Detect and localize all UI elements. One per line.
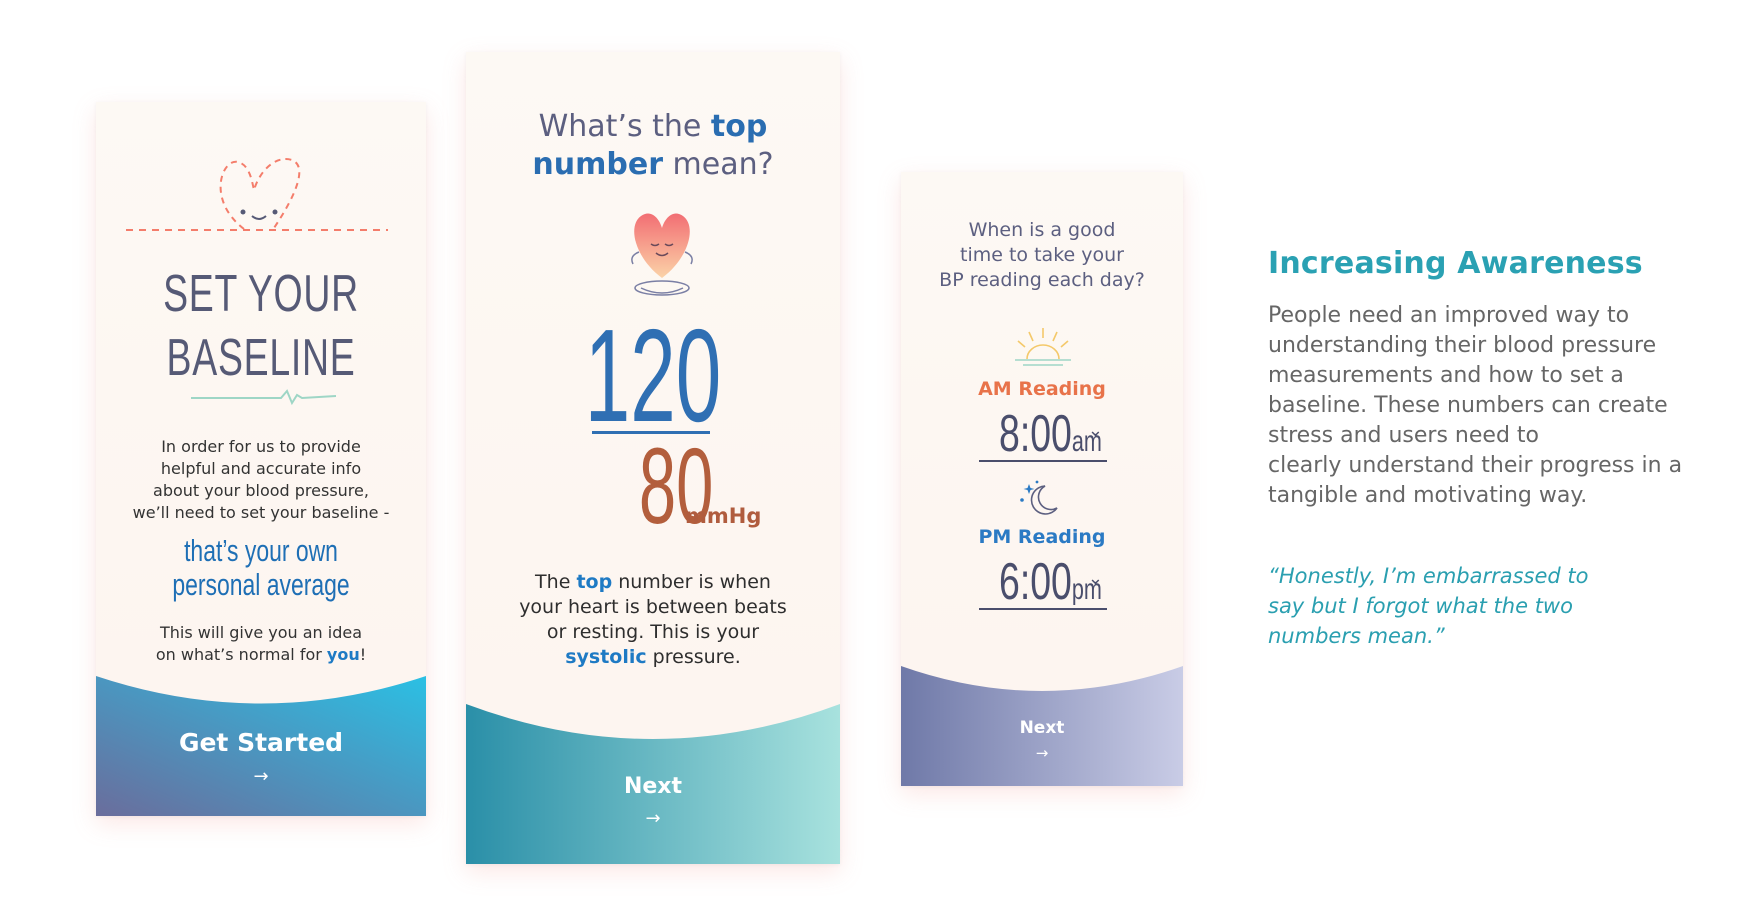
page-title-line1: SET YOUR bbox=[163, 265, 359, 323]
arrow-right-icon: → bbox=[645, 808, 661, 829]
outro-text: This will give you an idea on what’s nor… bbox=[155, 623, 367, 664]
question-text: When is a good time to take your BP read… bbox=[939, 219, 1145, 291]
am-time-value: 8:00 bbox=[999, 405, 1072, 463]
user-quote: “Honestly, I’m embarrassed to say but I … bbox=[1268, 564, 1589, 648]
am-underline bbox=[979, 460, 1107, 462]
page-title-line2: BASELINE bbox=[166, 329, 356, 387]
systolic-value: 120 bbox=[584, 302, 722, 449]
section-title: Increasing Awareness bbox=[1268, 246, 1643, 281]
next-button[interactable]: Next → bbox=[901, 666, 1183, 786]
pm-time-select[interactable]: 6:00pm ⌄ bbox=[979, 554, 1107, 610]
fraction-divider bbox=[592, 431, 710, 434]
meditating-heart-icon bbox=[631, 213, 693, 296]
next-label: Next bbox=[1019, 718, 1065, 738]
get-started-label: Get Started bbox=[178, 728, 344, 757]
get-started-button[interactable]: Get Started → bbox=[96, 676, 426, 816]
chevron-down-icon: ⌄ bbox=[1087, 568, 1103, 589]
pm-reading-label: PM Reading bbox=[978, 526, 1106, 548]
heart-face-icon bbox=[126, 158, 388, 231]
arrow-right-icon: → bbox=[1035, 744, 1049, 762]
am-time-select[interactable]: 8:00am ⌄ bbox=[979, 406, 1107, 462]
personal-average-highlight: that’s your own personal average bbox=[172, 533, 350, 602]
pm-suffix: pm bbox=[1071, 573, 1102, 606]
am-reading-label: AM Reading bbox=[978, 378, 1106, 400]
diastolic-value: 80 bbox=[638, 425, 714, 546]
systolic-description: The top number is when your heart is bet… bbox=[519, 571, 787, 668]
pm-underline bbox=[979, 608, 1107, 610]
reading-time-screen: When is a good time to take your BP read… bbox=[901, 172, 1183, 786]
section-description: People need an improved way to understan… bbox=[1268, 303, 1683, 508]
pulse-underline-icon bbox=[191, 389, 336, 406]
pm-time-value: 6:00 bbox=[999, 553, 1072, 611]
unit-label: mmHg bbox=[685, 504, 762, 528]
chevron-down-icon: ⌄ bbox=[1087, 420, 1103, 441]
top-number-screen: What’s the top number mean? 120 80 mmHg … bbox=[466, 52, 840, 864]
arrow-right-icon: → bbox=[253, 766, 269, 787]
sunrise-icon bbox=[1015, 328, 1071, 366]
intro-text: In order for us to provide helpful and a… bbox=[132, 437, 390, 522]
set-baseline-screen: SET YOUR BASELINE In order for us to pro… bbox=[96, 102, 426, 816]
question-title: What’s the top number mean? bbox=[532, 109, 774, 182]
next-label: Next bbox=[623, 774, 683, 799]
next-button[interactable]: Next → bbox=[466, 704, 840, 864]
am-suffix: am bbox=[1071, 425, 1102, 458]
moon-icon bbox=[1020, 480, 1058, 515]
